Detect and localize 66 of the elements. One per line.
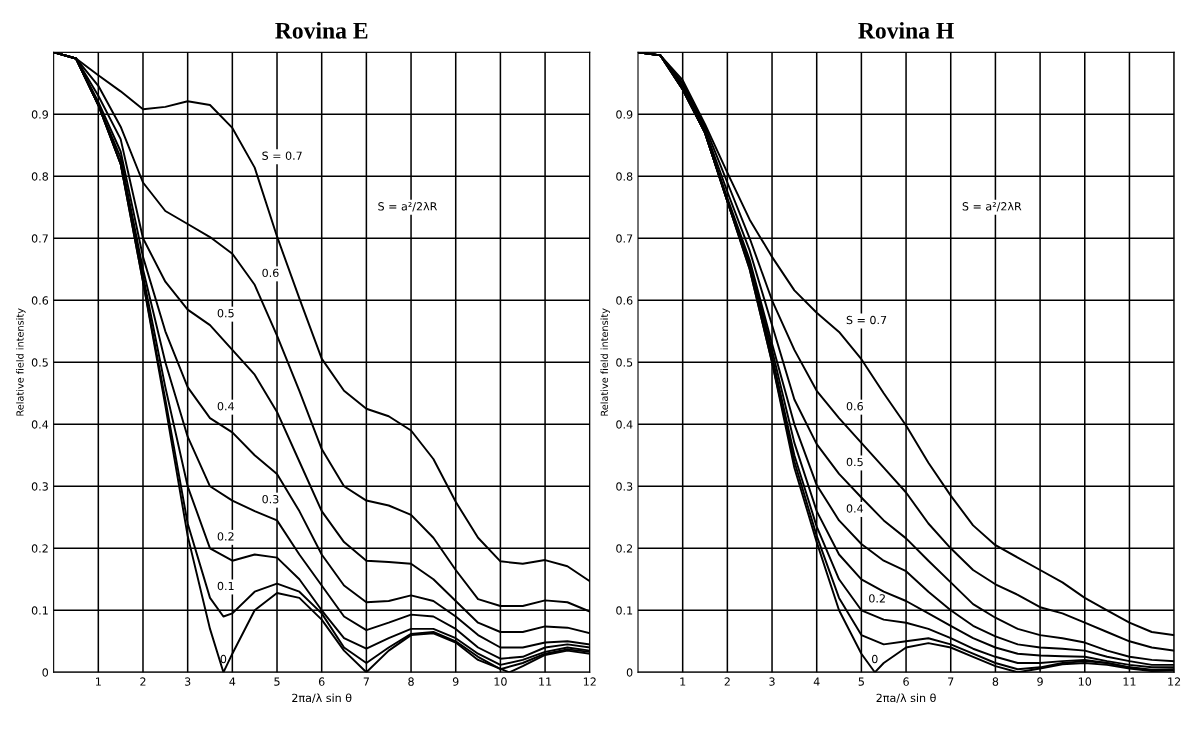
x-tick-label: 10 — [494, 677, 507, 686]
annotation: 0 — [871, 654, 878, 664]
x-tick-label: 7 — [948, 677, 954, 686]
y-tick-label: 0.9 — [31, 110, 48, 119]
y-tick-label: 0.2 — [31, 544, 48, 553]
y-tick-label: 0.4 — [31, 420, 49, 429]
y-tick-label: 0 — [626, 668, 633, 677]
x-tick-label: 3 — [769, 677, 775, 686]
y-tick-label: 0.8 — [31, 172, 49, 181]
x-axis-title: 2πa/λ sin θ — [876, 693, 936, 703]
annotation: 0.6 — [262, 268, 279, 278]
x-tick-label: 12 — [1168, 677, 1181, 686]
x-tick-label: 11 — [1123, 677, 1136, 686]
x-tick-label: 3 — [184, 677, 191, 686]
y-tick-label: 0.3 — [616, 482, 633, 491]
chart-title: Rovina E — [275, 22, 368, 39]
annotation: 0.2 — [869, 594, 885, 603]
x-tick-label: 7 — [363, 677, 369, 686]
x-tick-label: 9 — [452, 677, 459, 686]
y-tick-label: 0.1 — [31, 606, 48, 615]
x-tick-label: 1 — [96, 677, 101, 686]
annotation: S = 0.7 — [846, 315, 887, 325]
x-axis-title: 2πa/λ sin θ — [292, 693, 352, 703]
y-axis-title: Relative field intensity — [600, 308, 610, 416]
annotation: 0.1 — [217, 581, 234, 591]
annotation: 0.5 — [846, 457, 863, 467]
y-tick-label: 0.1 — [616, 606, 633, 615]
x-tick-label: 8 — [408, 677, 414, 686]
x-tick-label: 6 — [318, 677, 325, 686]
x-tick-label: 8 — [992, 677, 999, 686]
y-axis-title: Relative field intensity — [16, 308, 26, 416]
y-tick-label: 0.9 — [616, 110, 633, 119]
x-tick-label: 5 — [858, 677, 864, 686]
x-tick-label: 5 — [274, 677, 280, 686]
y-tick-label: 0.2 — [616, 544, 633, 553]
y-tick-label: 0.8 — [616, 172, 633, 181]
x-tick-label: 4 — [813, 677, 820, 686]
x-tick-label: 6 — [903, 677, 909, 686]
annotation: 0.3 — [262, 494, 279, 504]
x-tick-label: 9 — [1037, 677, 1043, 686]
annotation: 0.4 — [846, 504, 864, 513]
x-tick-label: 10 — [1078, 677, 1092, 686]
annotation: 0 — [220, 654, 227, 664]
y-tick-label: 0.6 — [616, 296, 633, 305]
annotation: S = 0.7 — [262, 151, 302, 160]
annotation: 0.4 — [217, 401, 234, 411]
x-tick-label: 2 — [724, 677, 730, 686]
y-tick-label: 0.7 — [616, 234, 633, 243]
x-tick-label: 11 — [539, 677, 552, 686]
chart-title: Rovina H — [858, 22, 954, 39]
x-tick-label: 12 — [583, 677, 596, 686]
annotation: S = a²/2λR — [962, 201, 1022, 212]
annotation: 0.6 — [846, 401, 863, 411]
x-tick-label: 2 — [140, 677, 146, 686]
y-tick-label: 0.3 — [31, 482, 48, 491]
y-tick-label: 0.5 — [31, 358, 48, 367]
x-tick-label: 1 — [680, 677, 686, 686]
annotation: 0.5 — [217, 308, 234, 318]
y-tick-label: 0.6 — [31, 296, 49, 305]
annotation: S = a²/2λR — [378, 201, 438, 212]
y-tick-label: 0.4 — [616, 420, 633, 429]
annotation: 0.2 — [217, 532, 234, 541]
x-tick-label: 4 — [229, 677, 236, 686]
y-tick-label: 0.7 — [31, 234, 48, 243]
y-tick-label: 0 — [42, 668, 49, 677]
y-tick-label: 0.5 — [616, 358, 633, 367]
